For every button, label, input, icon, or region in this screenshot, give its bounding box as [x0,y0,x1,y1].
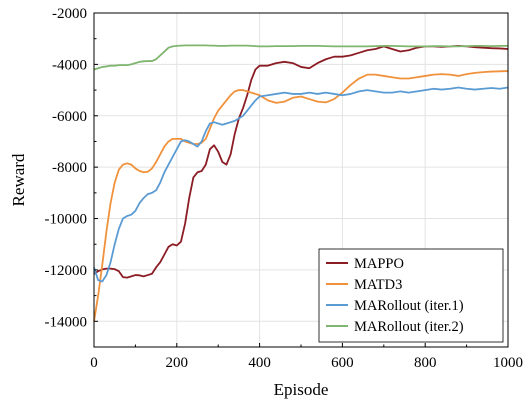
y-tick-label: -12000 [45,263,88,279]
x-tick-label: 1000 [493,355,523,371]
legend-box [318,248,504,343]
legend-label: MAPPO [354,256,404,272]
y-tick-label: -4000 [52,57,87,73]
axis-ticks: 0 200 400 600 800 1000 -14000 -12000 -10000 -8000… [45,6,524,371]
legend-label: MARollout (iter.1) [354,298,464,314]
y-tick-label: -14000 [45,314,88,330]
x-tick-label: 0 [90,355,98,371]
series-line-2 [93,70,509,322]
y-tick-label: -8000 [52,160,87,176]
x-axis-label: Episode [274,380,329,399]
y-axis-label: Reward [9,153,28,206]
legend-label: MATD3 [354,277,402,293]
y-tick-label: -6000 [52,109,87,125]
x-tick-label: 600 [331,355,354,371]
x-tick-label: 800 [414,355,437,371]
x-tick-label: 200 [166,355,189,371]
series-lines [93,44,509,322]
legend-label: MARollout (iter.2) [354,319,464,335]
x-tick-label: 400 [248,355,271,371]
y-tick-label: -10000 [45,212,88,228]
legend: MAPPO MATD3 MARollout (iter.1) MARollout (i… [318,248,504,343]
series-line-3 [93,86,509,283]
y-tick-label: -2000 [52,6,87,22]
series-line-4 [93,44,508,71]
